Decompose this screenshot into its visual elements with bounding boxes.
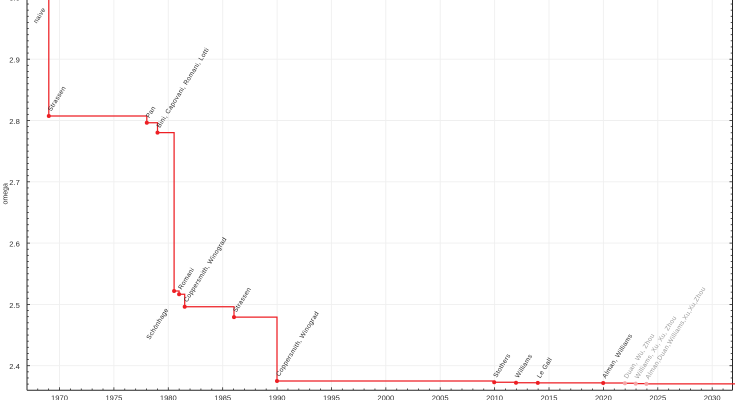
svg-text:2010: 2010 <box>486 393 503 400</box>
svg-text:2025: 2025 <box>649 393 666 400</box>
svg-text:2030: 2030 <box>704 393 721 400</box>
svg-text:1995: 1995 <box>323 393 340 400</box>
svg-text:1980: 1980 <box>160 393 177 400</box>
svg-text:2015: 2015 <box>541 393 558 400</box>
svg-text:1985: 1985 <box>214 393 231 400</box>
svg-text:2.5: 2.5 <box>9 301 20 310</box>
svg-text:omega: omega <box>3 183 10 205</box>
svg-text:2005: 2005 <box>432 393 449 400</box>
svg-text:1975: 1975 <box>105 393 122 400</box>
svg-text:3.0: 3.0 <box>9 0 20 3</box>
svg-text:2.8: 2.8 <box>9 117 20 126</box>
svg-text:2.6: 2.6 <box>9 240 20 249</box>
svg-text:2020: 2020 <box>595 393 612 400</box>
svg-text:2.7: 2.7 <box>9 178 20 187</box>
svg-text:1970: 1970 <box>51 393 68 400</box>
svg-text:2.4: 2.4 <box>9 362 20 371</box>
svg-text:2000: 2000 <box>377 393 394 400</box>
svg-text:1990: 1990 <box>269 393 286 400</box>
svg-text:2.9: 2.9 <box>9 56 20 65</box>
